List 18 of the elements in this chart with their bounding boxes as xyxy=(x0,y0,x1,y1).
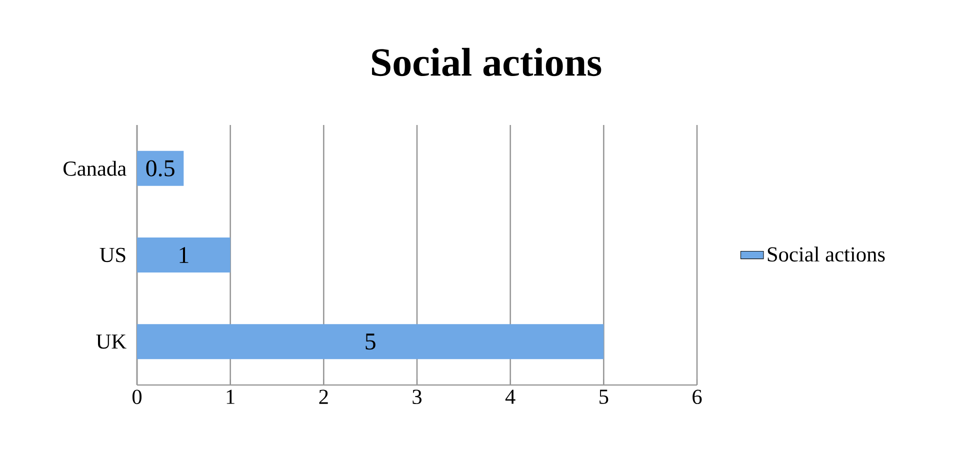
x-tick-label: 6 xyxy=(692,390,702,404)
y-tick-label: US xyxy=(100,248,126,262)
chart-title: Social actions xyxy=(372,48,602,76)
x-tick-label: 0 xyxy=(132,390,142,404)
legend-label: Social actions xyxy=(768,246,885,262)
bar xyxy=(137,324,604,360)
x-tick-label: 2 xyxy=(319,390,328,404)
y-tick-label: UK xyxy=(96,334,126,349)
bar xyxy=(137,150,184,186)
bar xyxy=(137,238,230,272)
data-label: 0.5 xyxy=(146,160,174,176)
x-tick-label: 5 xyxy=(600,390,608,404)
x-tick-label: 3 xyxy=(412,390,422,404)
data-label: 5 xyxy=(366,334,376,350)
data-label: 1 xyxy=(180,247,188,263)
x-tick-label: 4 xyxy=(505,390,516,404)
y-tick-label: Canada xyxy=(64,160,126,176)
x-tick-label: 1 xyxy=(226,390,234,404)
